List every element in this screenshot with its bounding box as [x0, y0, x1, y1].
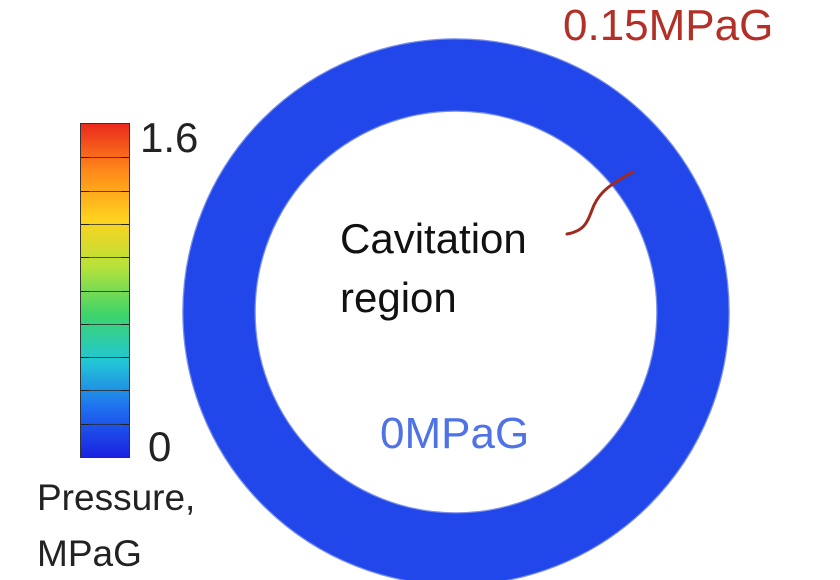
ring-inner-edge — [254, 110, 658, 514]
colorbar-tick — [81, 257, 129, 259]
colorbar-tick — [81, 190, 129, 192]
colorbar-tick — [81, 390, 129, 392]
colorbar-tick — [81, 423, 129, 425]
outer-pressure-label: 0.15MPaG — [563, 1, 774, 50]
colorbar-title: Pressure, — [37, 477, 196, 518]
colorbar-tick — [81, 290, 129, 292]
colorbar-tick — [81, 157, 129, 159]
pressure-colorbar — [80, 123, 130, 458]
cavitation-label: Cavitation — [340, 215, 527, 262]
colorbar-tick — [81, 323, 129, 325]
colorbar-tick — [81, 357, 129, 359]
cavitation-label-line2: region — [340, 274, 457, 321]
colorbar-max-label: 1.6 — [140, 114, 199, 161]
colorbar-tick — [81, 223, 129, 225]
colorbar-min-label: 0 — [148, 423, 172, 470]
cavitation-leader-line — [565, 170, 635, 236]
colorbar-unit: MPaG — [37, 533, 142, 574]
ring-outer-edge — [182, 38, 730, 580]
inner-pressure-label: 0MPaG — [380, 409, 530, 458]
pressure-ring — [183, 39, 729, 580]
